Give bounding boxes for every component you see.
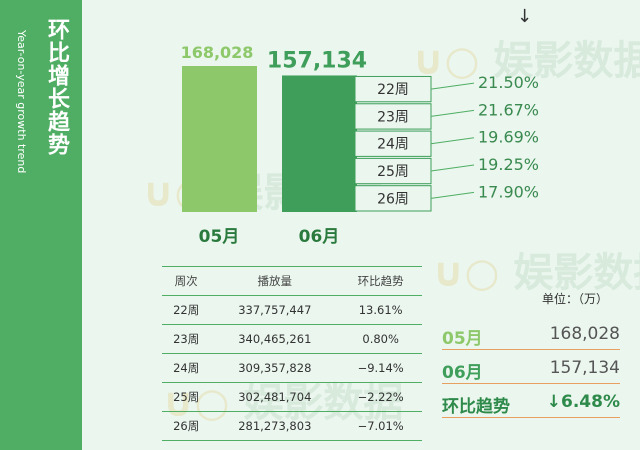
week-label: 22周 xyxy=(377,82,409,98)
table-row: 24周 309,357,828 −9.14% xyxy=(162,353,422,383)
week-segment xyxy=(354,103,432,130)
connector-line xyxy=(430,109,475,117)
table-cell: −9.14% xyxy=(339,353,422,383)
summary-label: 05月 xyxy=(442,329,483,349)
table-cell: 24周 xyxy=(162,353,211,383)
bar-value-label: 168,028 xyxy=(181,43,254,62)
summary-label: 06月 xyxy=(442,363,483,383)
table-cell: 23周 xyxy=(162,324,211,354)
summary-row-trend: 环比趋势 ↓6.48% xyxy=(442,386,620,418)
table-row: 22周 337,757,447 13.61% xyxy=(162,295,422,325)
week-segment xyxy=(354,130,432,157)
summary-value: 168,028 xyxy=(549,324,620,344)
table-cell: 302,481,704 xyxy=(210,382,340,412)
summary-divider xyxy=(442,349,620,350)
table-cell: 281,273,803 xyxy=(210,411,340,441)
table-cell: −7.01% xyxy=(339,411,422,441)
summary-label: 环比趋势 xyxy=(442,397,510,417)
table-header-plays: 播放量 xyxy=(210,266,340,296)
weekly-table: 周次 播放量 环比趋势 22周 337,757,447 13.61% 23周 3… xyxy=(162,266,422,441)
table-cell: 26周 xyxy=(162,411,211,441)
trend-arrow-icon: ↓ xyxy=(517,6,532,27)
content-area: ∪○ 娱影数据 ∪○ 娱影数据 ∪○ 娱影数据 ∪○ 娱影数据 168,0280… xyxy=(82,0,640,450)
table-cell: 340,465,261 xyxy=(210,324,340,354)
week-label: 24周 xyxy=(377,137,409,153)
week-label: 26周 xyxy=(377,191,409,207)
sidebar: 环比增长趋势 Year-on-year growth trend xyxy=(0,0,82,450)
category-label: 05月 xyxy=(199,227,240,247)
sidebar-title: 环比增长趋势 xyxy=(44,18,69,156)
table-header-week: 周次 xyxy=(162,266,211,296)
table-cell: 13.61% xyxy=(339,295,422,325)
connector-line xyxy=(430,82,475,90)
unit-label: 单位：（万） xyxy=(542,292,609,306)
summary-divider xyxy=(442,417,620,418)
category-label: 06月 xyxy=(299,227,340,247)
week-label: 23周 xyxy=(377,109,409,125)
week-share-label: 19.25% xyxy=(478,155,539,174)
bar-chart: 168,028 05月 157,134 06月 22周 21.50% 23周 21.67% 24… xyxy=(181,6,539,247)
week-share-label: 21.50% xyxy=(478,73,539,92)
summary-row-may: 05月 168,028 xyxy=(442,318,620,350)
table-row: 25周 302,481,704 −2.22% xyxy=(162,382,422,412)
table-cell: 337,757,447 xyxy=(210,295,340,325)
table-cell: 309,357,828 xyxy=(210,353,340,383)
summary-divider xyxy=(442,383,620,384)
watermark: ∪○ 娱影数据 xyxy=(412,38,640,84)
table-cell: −2.22% xyxy=(339,382,422,412)
week-label: 25周 xyxy=(377,164,409,180)
table-header-trend: 环比趋势 xyxy=(339,266,422,296)
connector-line xyxy=(430,137,475,145)
sidebar-subtitle: Year-on-year growth trend xyxy=(15,30,28,174)
table-header-row: 周次 播放量 环比趋势 xyxy=(162,266,422,296)
week-segment xyxy=(354,157,432,185)
table-row: 26周 281,273,803 −7.01% xyxy=(162,411,422,441)
week-segment xyxy=(354,75,432,103)
summary-row-june: 06月 157,134 xyxy=(442,352,620,384)
table-row: 23周 340,465,261 0.80% xyxy=(162,324,422,354)
bar-may xyxy=(182,66,257,212)
table-cell: 0.80% xyxy=(339,324,422,354)
week-share-label: 21.67% xyxy=(478,100,539,119)
bar-june xyxy=(282,75,357,213)
connector-line xyxy=(430,164,475,172)
bar-value-label: 157,134 xyxy=(267,48,367,73)
watermark: ∪○ 娱影数据 xyxy=(432,250,640,296)
summary-value: ↓6.48% xyxy=(546,392,620,412)
week-share-label: 19.69% xyxy=(478,128,539,147)
table-cell: 22周 xyxy=(162,295,211,325)
table-cell: 25周 xyxy=(162,382,211,412)
week-share-label: 17.90% xyxy=(478,182,539,201)
connector-line xyxy=(430,191,475,199)
summary-value: 157,134 xyxy=(549,358,620,378)
